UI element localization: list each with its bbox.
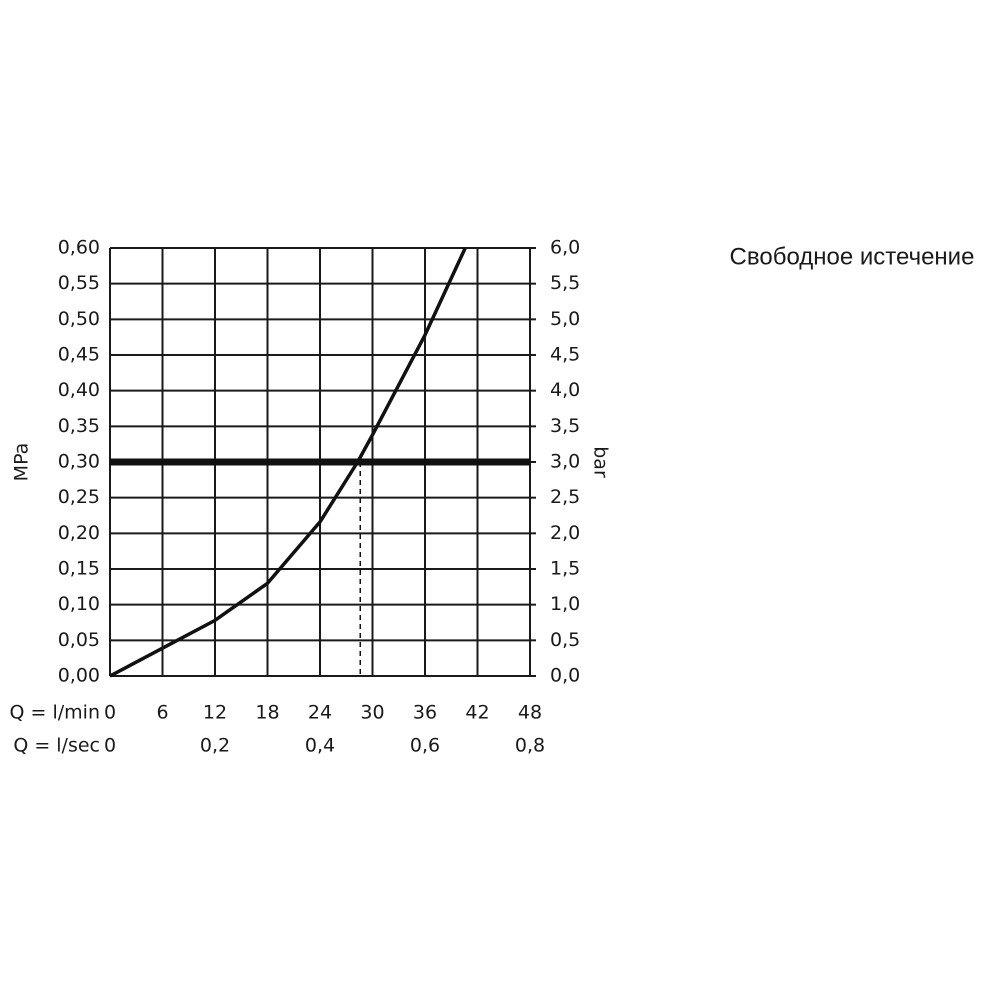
x-tick-label: 42 — [465, 702, 489, 724]
y-tick-label: 0,00 — [58, 665, 100, 687]
y-tick-label: 0,50 — [58, 308, 100, 330]
x2-tick-label: 0,2 — [200, 735, 230, 757]
x-tick-label: 6 — [156, 702, 168, 724]
x-tick-label: 48 — [518, 702, 542, 724]
y2-tick-label: 4,5 — [550, 344, 580, 366]
y2-tick-label: 5,0 — [550, 308, 580, 330]
x-tick-label: 36 — [413, 702, 437, 724]
y2-tick-label: 2,5 — [550, 486, 580, 508]
y-tick-label: 0,20 — [58, 522, 100, 544]
x-tick-label: 30 — [360, 702, 384, 724]
y-tick-label: 0,15 — [58, 558, 100, 580]
y2-tick-label: 3,5 — [550, 415, 580, 437]
y-tick-label: 0,10 — [58, 593, 100, 615]
y-axis-label: MPa — [11, 443, 33, 482]
y2-tick-label: 0,0 — [550, 665, 580, 687]
y-tick-label: 0,45 — [58, 344, 100, 366]
x2-tick-label: 0,4 — [305, 735, 335, 757]
y2-tick-label: 3,0 — [550, 451, 580, 473]
y2-axis-label: bar — [590, 446, 612, 478]
y-tick-label: 0,30 — [58, 451, 100, 473]
y2-tick-label: 4,0 — [550, 379, 580, 401]
x2-axis-label: Q = l/sec — [13, 735, 100, 757]
y-tick-label: 0,55 — [58, 272, 100, 294]
x-axis-label: Q = l/min — [10, 702, 100, 724]
x-tick-label: 18 — [255, 702, 279, 724]
y-tick-label: 0,05 — [58, 629, 100, 651]
y2-tick-label: 6,0 — [550, 237, 580, 259]
x-tick-label: 0 — [104, 702, 116, 724]
y2-tick-label: 0,5 — [550, 629, 580, 651]
y2-tick-label: 1,5 — [550, 558, 580, 580]
y-tick-label: 0,25 — [58, 486, 100, 508]
x-tick-label: 12 — [203, 702, 227, 724]
y2-tick-label: 5,5 — [550, 272, 580, 294]
x-tick-label: 24 — [308, 702, 332, 724]
y-tick-label: 0,60 — [58, 237, 100, 259]
y2-tick-label: 1,0 — [550, 593, 580, 615]
y-tick-label: 0,40 — [58, 379, 100, 401]
curve — [109, 247, 467, 678]
annotation: Свободное истечение — [730, 243, 975, 270]
y2-tick-label: 2,0 — [550, 522, 580, 544]
y-tick-label: 0,35 — [58, 415, 100, 437]
x2-tick-label: 0,8 — [515, 735, 545, 757]
x2-tick-label: 0,6 — [410, 735, 440, 757]
x2-tick-label: 0 — [104, 735, 116, 757]
